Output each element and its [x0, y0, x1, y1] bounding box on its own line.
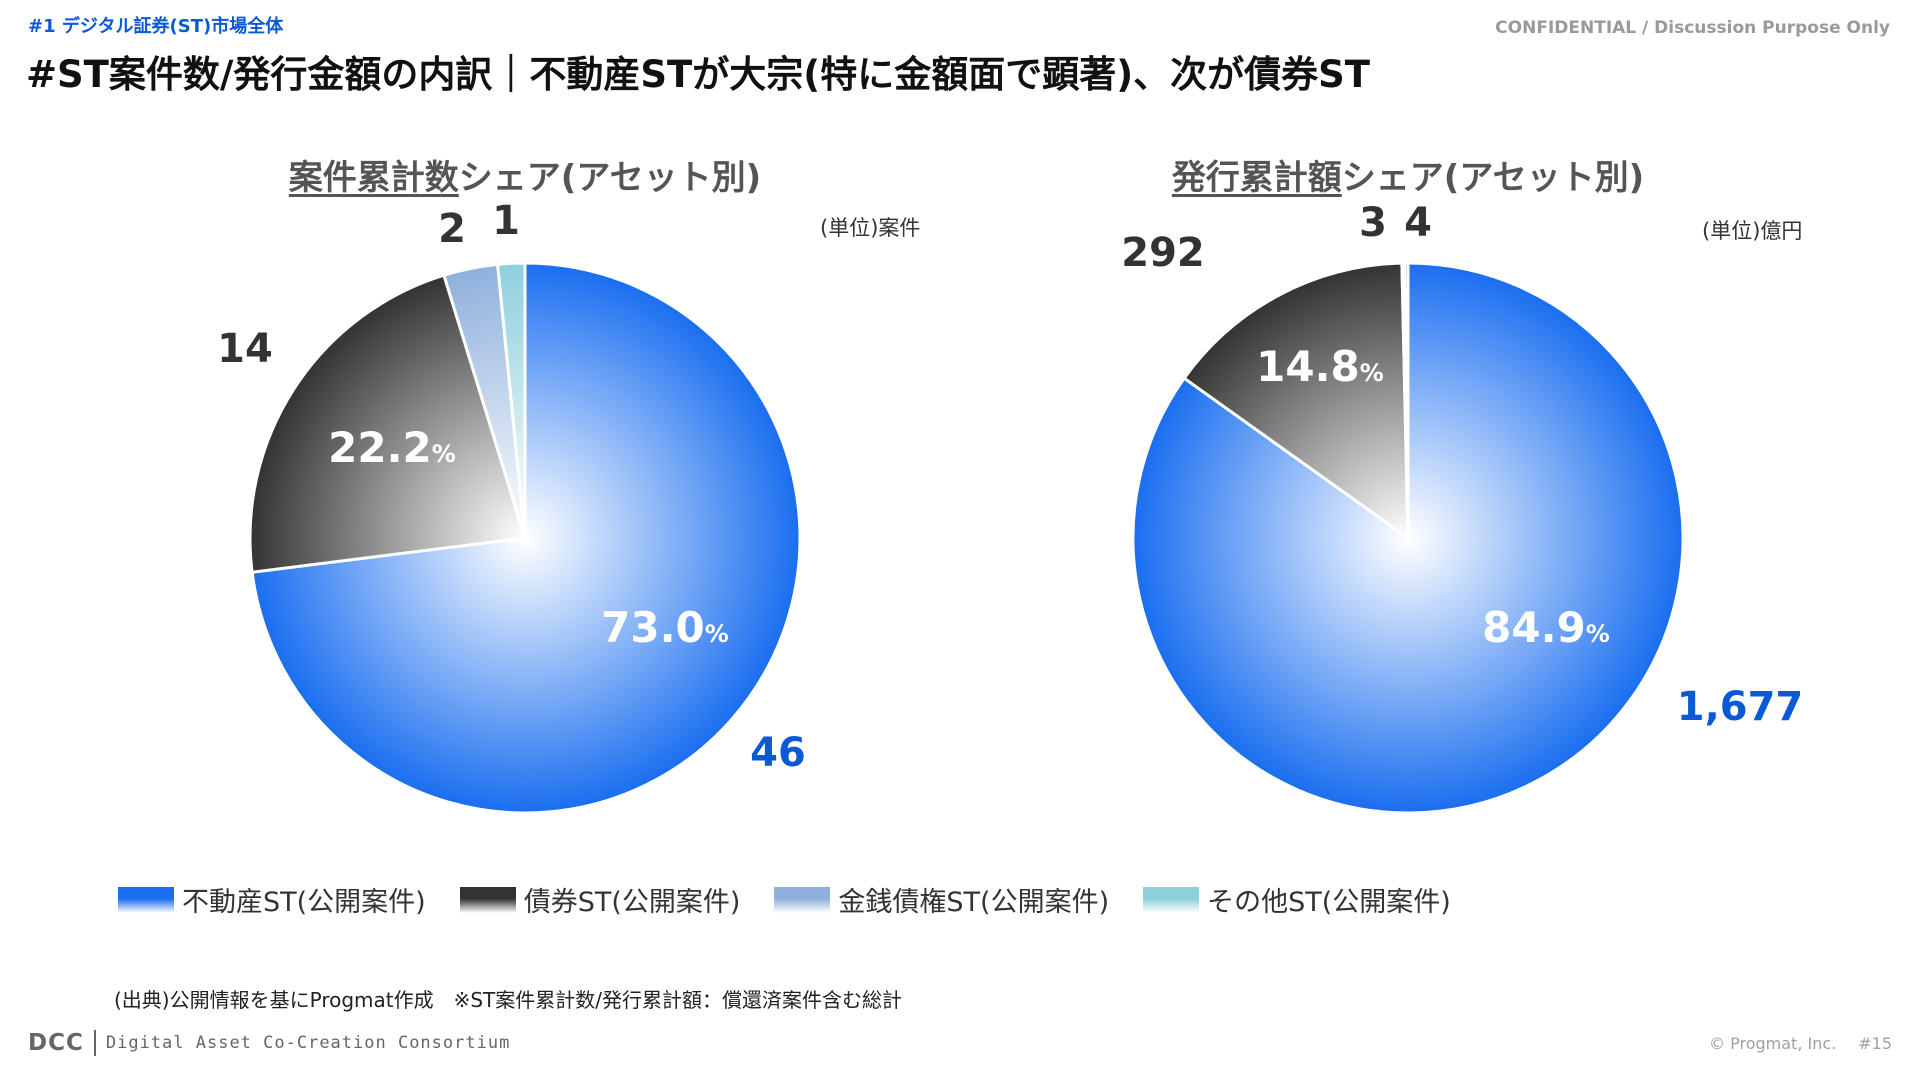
legend-label-realestate: 不動産ST(公開案件)	[182, 887, 426, 918]
chart-title-amount-rest: シェア(アセット別)	[1341, 158, 1645, 198]
value-label-amount-realestate: 1,677	[1677, 684, 1804, 730]
chart-title-amount-underlined: 発行累計額	[1171, 158, 1342, 198]
legend-swatch-receivable	[774, 886, 831, 913]
footer-brand: DCC Digital Asset Co-Creation Consortium	[28, 1030, 510, 1056]
percent-label-count-bond: 22.2%	[328, 423, 456, 472]
value-label-amount-other: 4	[1404, 200, 1432, 246]
value-label-amount-bond: 292	[1121, 230, 1205, 276]
footer-logo: DCC	[28, 1030, 84, 1056]
value-label-count-realestate: 46	[750, 730, 806, 776]
pie-slice-count-bond	[248, 273, 527, 574]
legend-item-realestate: 不動産ST(公開案件)	[118, 880, 426, 919]
percent-label-count-realestate: 73.0%	[601, 603, 729, 652]
footer-consortium-name: Digital Asset Co-Creation Consortium	[105, 1033, 511, 1053]
percent-label-amount-bond: 14.8%	[1256, 342, 1384, 391]
chart-title-count-rest: シェア(アセット別)	[458, 158, 762, 198]
legend-swatch-other	[1143, 886, 1200, 913]
value-label-amount-receivable: 3	[1359, 200, 1387, 246]
footer-copyright: © Progmat, Inc.	[1709, 1034, 1837, 1053]
value-label-count-receivable: 2	[438, 206, 466, 252]
legend-swatch-bond	[459, 886, 516, 913]
legend-item-other: その他ST(公開案件)	[1143, 880, 1451, 919]
value-label-count-bond: 14	[217, 326, 273, 372]
source-note: (出典)公開情報を基にProgmat作成 ※ST案件累計数/発行累計額：償還済案…	[114, 988, 903, 1012]
percent-label-amount-realestate: 84.9%	[1482, 603, 1610, 652]
legend-item-receivable: 金銭債権ST(公開案件)	[774, 880, 1109, 919]
unit-label-amount: (単位)億円	[1702, 219, 1803, 243]
page-title: #ST案件数/発行金額の内訳｜不動産STが大宗(特に金額面で顕著)、次が債券ST	[26, 53, 1370, 96]
confidential-notice: CONFIDENTIAL / Discussion Purpose Only	[1495, 18, 1890, 38]
section-tag: #1 デジタル証券(ST)市場全体	[28, 16, 284, 37]
legend-item-bond: 債券ST(公開案件)	[459, 880, 741, 919]
legend-label-other: その他ST(公開案件)	[1207, 887, 1451, 918]
footer-meta: © Progmat, Inc. #15	[1687, 1034, 1892, 1053]
legend-swatch-realestate	[118, 886, 174, 913]
pie-slice-amount-bond	[1182, 261, 1410, 540]
pie-slice-count-other	[496, 261, 527, 540]
legend: 不動産ST(公開案件) 債券ST(公開案件) 金銭債権ST(公開案件) その他ST(公…	[118, 880, 1485, 919]
footer-divider	[93, 1030, 96, 1056]
legend-label-receivable: 金銭債権ST(公開案件)	[838, 887, 1110, 918]
unit-label-count: (単位)案件	[820, 216, 921, 240]
value-label-count-other: 1	[492, 198, 520, 244]
chart-title-count-underlined: 案件累計数	[288, 158, 459, 198]
page-number: #15	[1858, 1034, 1892, 1053]
legend-label-bond: 債券ST(公開案件)	[523, 887, 741, 918]
pie-slice-amount-other	[1403, 261, 1410, 540]
